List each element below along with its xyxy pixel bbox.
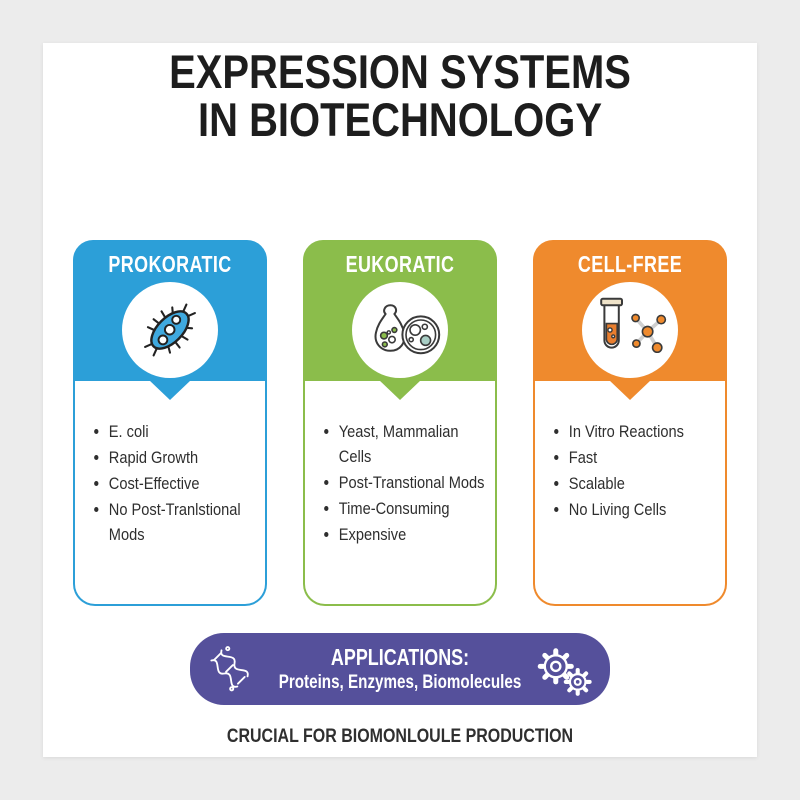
card-eukoratic-body: Yeast, Mammalian Cells Post-Transtional … xyxy=(303,381,497,606)
page-title: EXPRESSION SYSTEMS IN BIOTECHNOLOGY xyxy=(60,48,740,144)
card-cell-free-header: CELL-FREE xyxy=(533,240,727,400)
applications-label: APPLICATIONS: xyxy=(330,644,470,670)
feature-item: Yeast, Mammalian Cells xyxy=(339,419,494,469)
feature-item: No Living Cells xyxy=(569,497,724,522)
applications-text: APPLICATIONS: Proteins, Enzymes, Biomole… xyxy=(236,644,564,694)
card-prokoratic-header: PROKORATIC xyxy=(73,240,267,400)
feature-item: Rapid Growth xyxy=(109,445,264,470)
card-prokoratic-body: E. coli Rapid Growth Cost-Effective No P… xyxy=(73,381,267,606)
card-pointer xyxy=(609,380,651,400)
dna-helix-icon xyxy=(210,646,249,692)
feature-item: Time-Consuming xyxy=(339,496,494,521)
icon-circle xyxy=(582,282,678,378)
card-prokoratic: PROKORATIC xyxy=(73,240,267,606)
feature-item: In Vitro Reactions xyxy=(569,419,724,444)
icon-circle xyxy=(122,282,218,378)
card-eukoratic-header: EUKORATIC xyxy=(303,240,497,400)
card-eukoratic-title: EUKORATIC xyxy=(345,251,455,277)
feature-item: Post-Transtional Mods xyxy=(339,470,494,495)
card-pointer xyxy=(379,380,421,400)
feature-item: Fast xyxy=(569,445,724,470)
card-cell-free-body: In Vitro Reactions Fast Scalable No Livi… xyxy=(533,381,727,606)
feature-item: Expensive xyxy=(339,522,494,547)
feature-item: Scalable xyxy=(569,471,724,496)
card-cell-free: CELL-FREE xyxy=(533,240,727,606)
card-eukoratic: EUKORATIC xyxy=(303,240,497,606)
icon-circle xyxy=(352,282,448,378)
feature-list: E. coli Rapid Growth Cost-Effective No P… xyxy=(95,419,264,547)
card-prokoratic-title: PROKORATIC xyxy=(108,251,232,277)
yeast-and-petri-dish-icon xyxy=(374,304,441,355)
feature-item: E. coli xyxy=(109,419,264,444)
feature-item: No Post-Tranlstional Mods xyxy=(109,497,264,547)
feature-list: Yeast, Mammalian Cells Post-Transtional … xyxy=(325,419,494,547)
gears-icon xyxy=(537,648,592,696)
applications-banner: APPLICATIONS: Proteins, Enzymes, Biomole… xyxy=(190,633,610,705)
footer-caption: CRUCIAL FOR BIOMONLOULE PRODUCTION xyxy=(226,725,574,747)
page-title-line2: IN BIOTECHNOLOGY xyxy=(198,93,602,146)
applications-items: Proteins, Enzymes, Biomolecules xyxy=(278,671,522,693)
feature-item: Cost-Effective xyxy=(109,471,264,496)
card-pointer xyxy=(149,380,191,400)
test-tube-and-molecule-icon xyxy=(600,297,667,354)
feature-list: In Vitro Reactions Fast Scalable No Livi… xyxy=(555,419,724,522)
expression-system-cards: PROKORATIC xyxy=(73,240,727,606)
bacterium-icon xyxy=(144,303,196,357)
page-title-line1: EXPRESSION SYSTEMS xyxy=(169,45,631,98)
card-cell-free-title: CELL-FREE xyxy=(577,251,683,277)
